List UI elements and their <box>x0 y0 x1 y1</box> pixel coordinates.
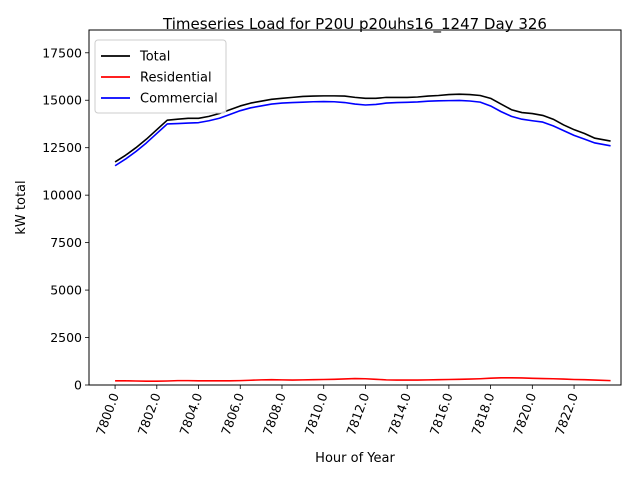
series-line-commercial <box>114 99 611 167</box>
y-tick-label: 12500 <box>42 140 82 155</box>
series-line-total <box>114 93 611 163</box>
y-tick-label: 2500 <box>50 330 82 345</box>
legend-label-total: Total <box>139 50 170 65</box>
legend-box <box>94 39 227 114</box>
plot-area-frame <box>88 29 622 386</box>
y-tick-label: 0 <box>74 378 82 393</box>
legend-label-residential: Residential <box>140 71 212 86</box>
y-tick-label: 5000 <box>50 283 82 298</box>
y-tick-label: 17500 <box>42 45 82 60</box>
y-axis-ticks: 0 2500 5000 7500 10000 12500 15000 17500 <box>42 45 89 393</box>
series-line-residential <box>115 376 611 383</box>
legend: Total Residential Commercial <box>94 39 227 114</box>
x-axis-label: Hour of Year <box>315 451 395 466</box>
y-tick-label: 7500 <box>50 235 82 250</box>
chart-title: Timeseries Load for P20U p20uhs16_1247 D… <box>162 15 547 34</box>
y-axis-label: kW total <box>14 180 29 234</box>
y-tick-label: 10000 <box>42 188 82 203</box>
y-tick-label: 15000 <box>42 93 82 108</box>
legend-label-commercial: Commercial <box>140 92 218 107</box>
series-layer <box>114 93 611 383</box>
